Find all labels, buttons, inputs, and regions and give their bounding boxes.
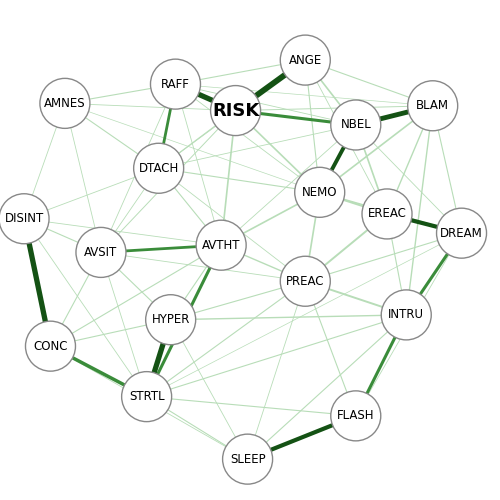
Circle shape bbox=[122, 372, 172, 422]
Circle shape bbox=[146, 294, 196, 344]
Text: RAFF: RAFF bbox=[161, 78, 190, 90]
Text: ANGE: ANGE bbox=[288, 54, 322, 66]
Circle shape bbox=[150, 59, 200, 109]
Circle shape bbox=[222, 434, 272, 484]
Circle shape bbox=[362, 189, 412, 239]
Text: EREAC: EREAC bbox=[368, 208, 406, 220]
Text: INTRU: INTRU bbox=[388, 308, 424, 322]
Text: DISINT: DISINT bbox=[4, 212, 44, 226]
Text: BLAM: BLAM bbox=[416, 100, 449, 112]
Text: AVTHT: AVTHT bbox=[202, 238, 240, 252]
Circle shape bbox=[436, 208, 486, 258]
Circle shape bbox=[40, 78, 90, 128]
Text: PREAC: PREAC bbox=[286, 275, 325, 288]
Circle shape bbox=[408, 81, 458, 131]
Text: DREAM: DREAM bbox=[440, 226, 483, 239]
Text: DTACH: DTACH bbox=[138, 162, 179, 175]
Text: AVSIT: AVSIT bbox=[84, 246, 117, 259]
Text: AMNES: AMNES bbox=[44, 97, 86, 110]
Circle shape bbox=[196, 220, 246, 270]
Circle shape bbox=[381, 290, 431, 340]
Text: NEMO: NEMO bbox=[302, 186, 338, 199]
Circle shape bbox=[26, 321, 76, 371]
Circle shape bbox=[331, 391, 381, 441]
Text: RISK: RISK bbox=[212, 102, 259, 119]
Text: CONC: CONC bbox=[33, 340, 68, 352]
Text: FLASH: FLASH bbox=[337, 410, 374, 422]
Circle shape bbox=[76, 228, 126, 278]
Text: HYPER: HYPER bbox=[152, 313, 190, 326]
Circle shape bbox=[280, 35, 330, 85]
Text: NBEL: NBEL bbox=[340, 118, 371, 132]
Circle shape bbox=[134, 144, 184, 194]
Circle shape bbox=[0, 194, 49, 244]
Circle shape bbox=[280, 256, 330, 306]
Circle shape bbox=[294, 168, 344, 218]
Text: STRTL: STRTL bbox=[129, 390, 164, 403]
Circle shape bbox=[331, 100, 381, 150]
Text: SLEEP: SLEEP bbox=[230, 452, 266, 466]
Circle shape bbox=[210, 86, 260, 136]
